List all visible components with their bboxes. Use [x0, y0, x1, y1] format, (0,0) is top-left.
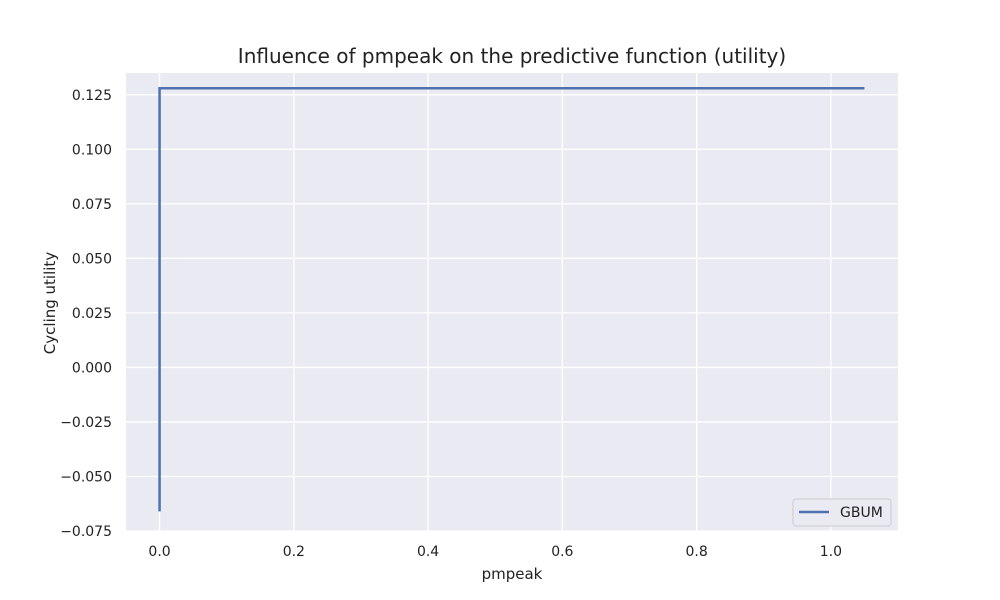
x-tick-label: 0.8 [685, 544, 707, 560]
series-layer [158, 87, 865, 512]
y-tick-label: 0.075 [72, 197, 112, 213]
chart-title: Influence of pmpeak on the predictive fu… [238, 44, 786, 68]
y-tick-label: 0.125 [72, 88, 112, 104]
x-tick-labels: 0.0 0.2 0.4 0.6 0.8 1.0 [148, 544, 842, 560]
y-axis-label: Cycling utility [41, 252, 59, 355]
y-tick-label: −0.075 [60, 524, 112, 540]
y-tick-labels: 0.125 0.100 0.075 0.050 0.025 0.000 −0.025 −0.0… [60, 88, 112, 540]
y-tick-label: 0.100 [72, 142, 112, 158]
y-tick-label: 0.000 [72, 360, 112, 376]
y-tick-label: 0.050 [72, 251, 112, 267]
x-axis-label: pmpeak [482, 565, 543, 583]
x-tick-label: 0.0 [148, 544, 170, 560]
x-tick-label: 0.4 [417, 544, 439, 560]
x-tick-label: 1.0 [820, 544, 842, 560]
series-line-gbum [158, 87, 865, 512]
grid-lines [126, 73, 898, 532]
y-tick-label: 0.025 [72, 306, 112, 322]
legend-box [792, 498, 892, 527]
legend: GBUM [792, 498, 892, 527]
x-tick-label: 0.6 [551, 544, 573, 560]
y-tick-label: −0.025 [60, 415, 112, 431]
x-tick-label: 0.2 [283, 544, 305, 560]
plot-background [126, 73, 898, 531]
y-tick-label: −0.050 [60, 469, 112, 485]
legend-label: GBUM [840, 505, 883, 521]
